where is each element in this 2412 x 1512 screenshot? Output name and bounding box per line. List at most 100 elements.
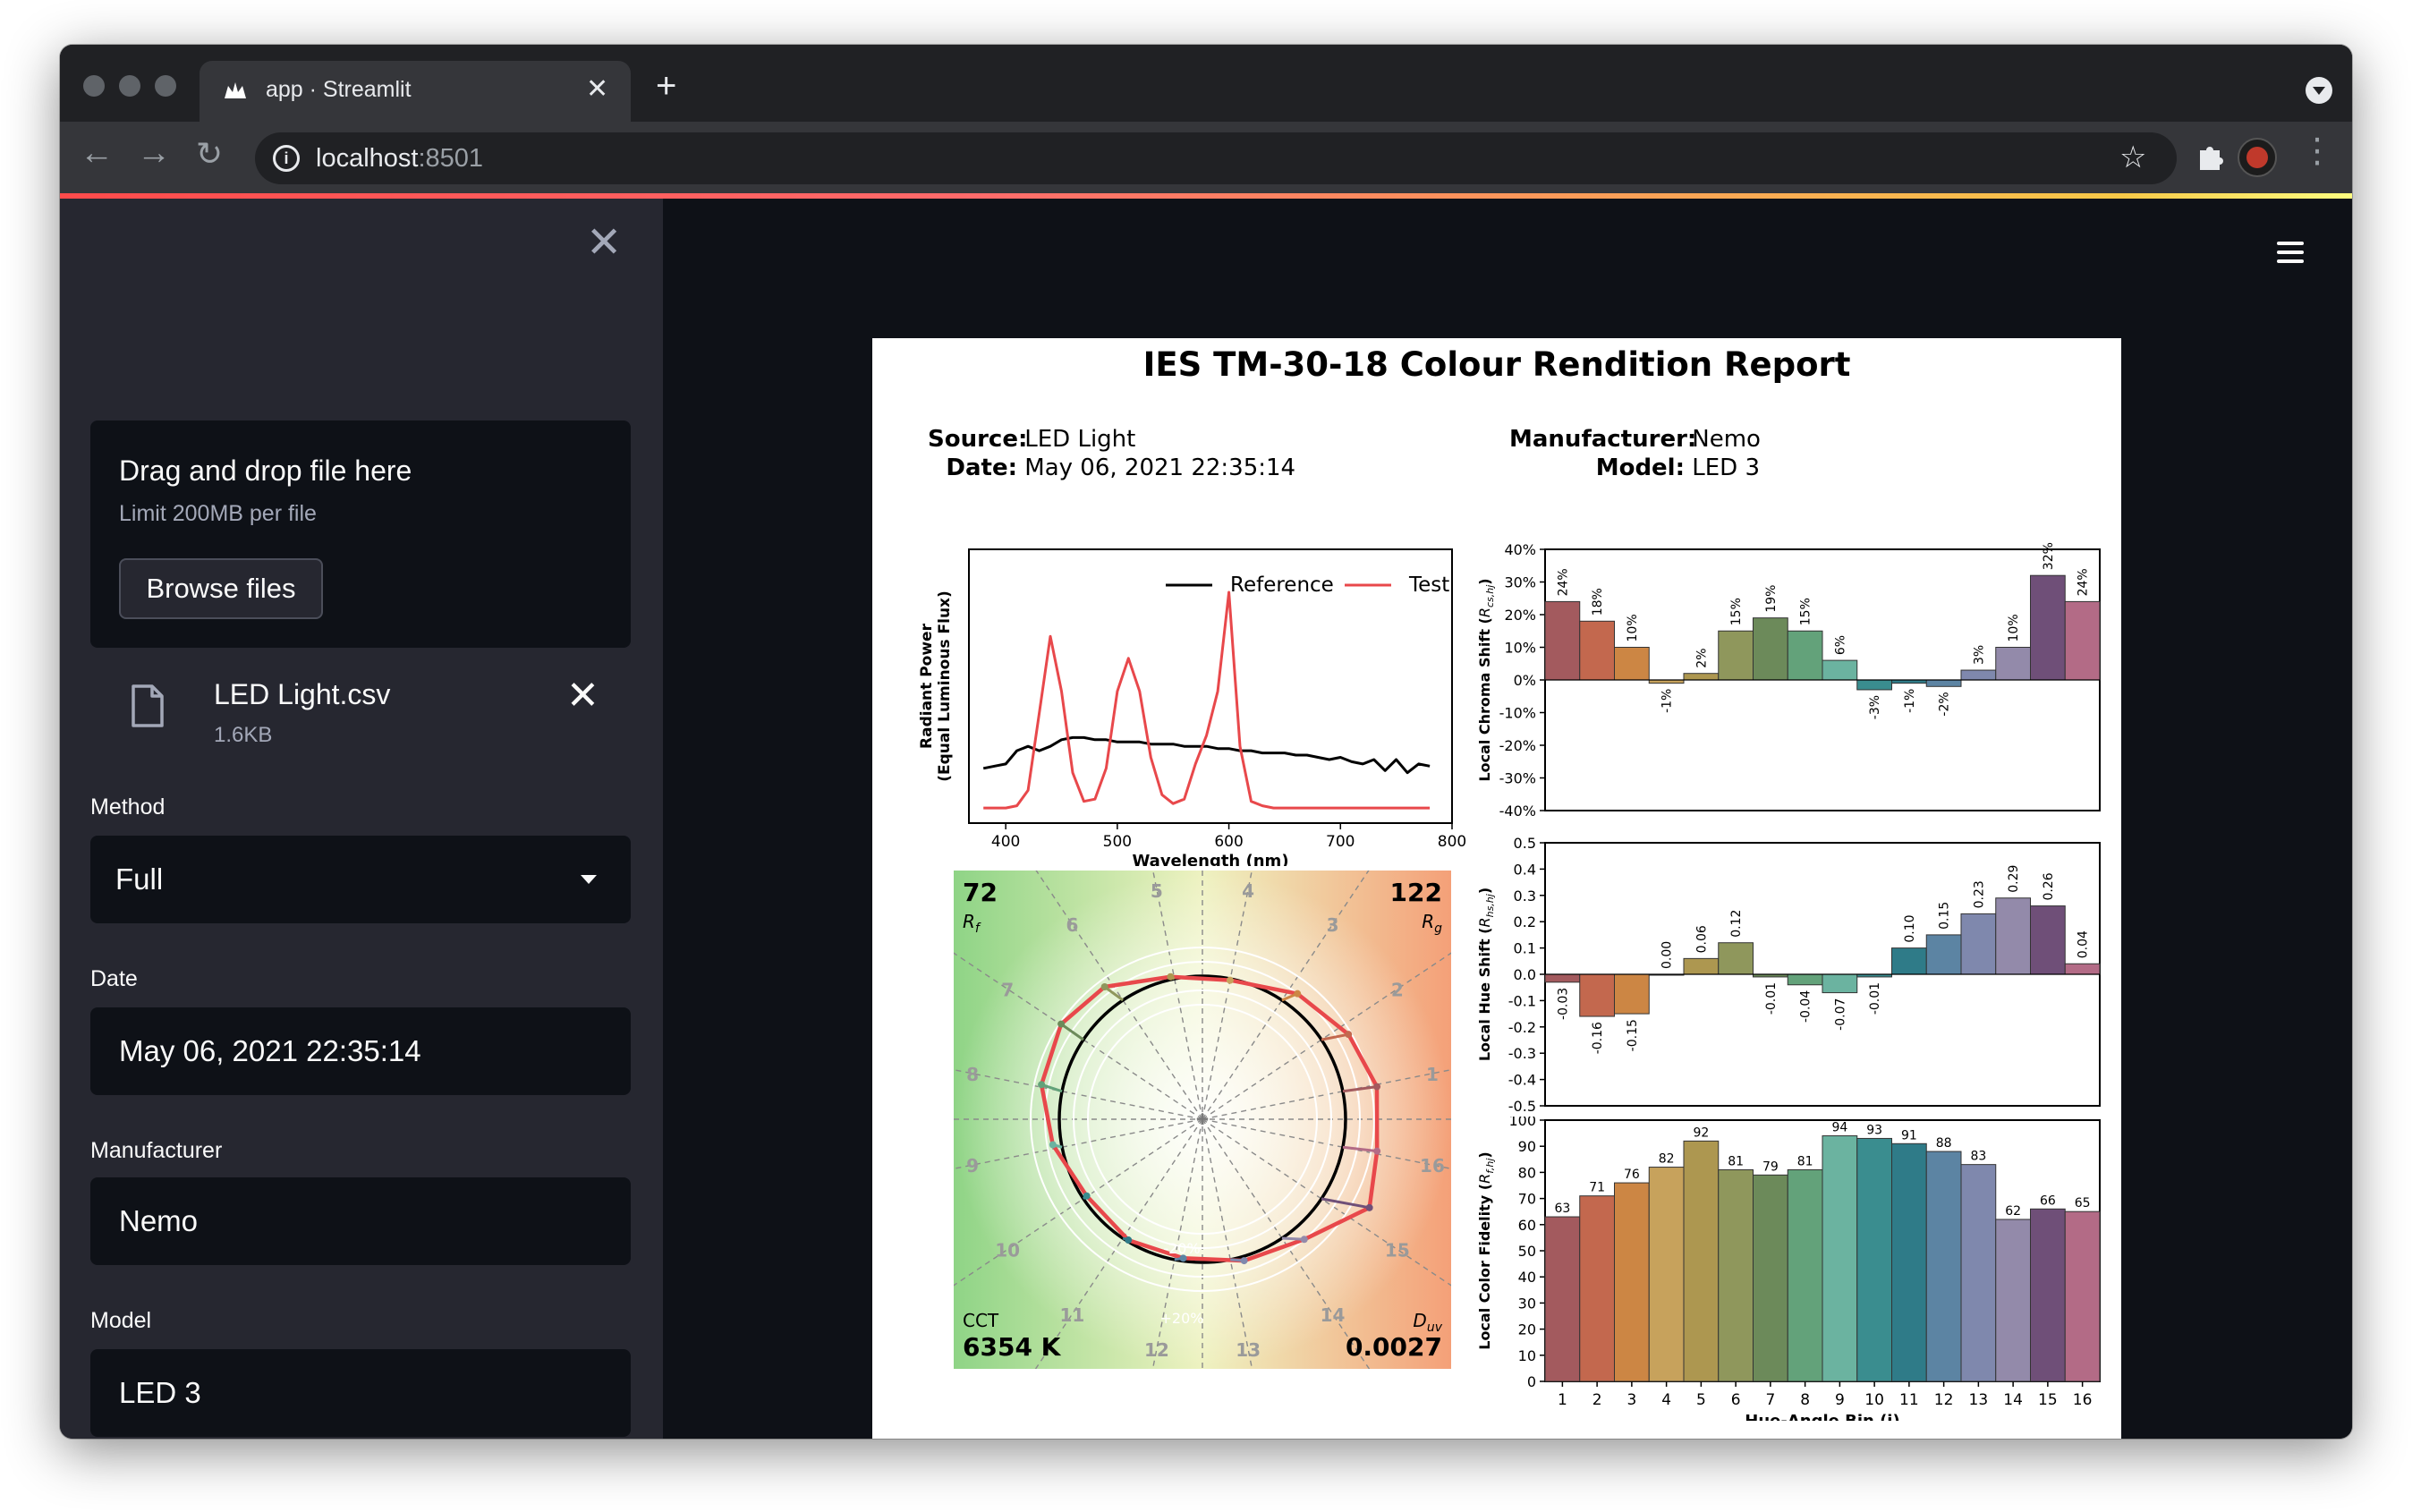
reference-circle	[1057, 974, 1347, 1264]
window-zoom-light[interactable]	[155, 75, 176, 97]
spd-x-tick-label: 500	[1103, 833, 1132, 851]
y-tick-label: 0.1	[1514, 940, 1536, 957]
tab-close-icon[interactable]: ✕	[586, 74, 609, 104]
reference-ring	[1073, 990, 1332, 1249]
hue-bin-number: 6	[1066, 914, 1078, 936]
y-tick-label: 10	[1518, 1347, 1536, 1364]
spd-chart: 400 500 600 700 800 Wavelength (nm) Radiant Po…	[918, 548, 1466, 866]
bar-data-label: 62	[2005, 1204, 2021, 1219]
uploaded-file-item: LED Light.csv 1.6KB ✕	[90, 664, 631, 762]
bin-divider-line	[1202, 1068, 1451, 1120]
bookmark-star-icon[interactable]: ☆	[2119, 140, 2147, 174]
y-axis-label-text: Local Chroma Shift (	[1477, 617, 1493, 781]
y-tick-label: -40%	[1499, 803, 1536, 820]
browser-menu-icon[interactable]: ⋮	[2300, 132, 2334, 170]
x-tick-label: 6	[1731, 1391, 1741, 1409]
spd-series-test	[983, 590, 1431, 810]
remove-file-icon[interactable]: ✕	[566, 674, 599, 718]
bar-bin-13	[1960, 669, 1997, 681]
bin-divider-line	[954, 1118, 1203, 1287]
date-input[interactable]: May 06, 2021 22:35:14	[90, 1007, 631, 1095]
tm30-report-figure: IES TM-30-18 Colour Rendition Report Sou…	[872, 338, 2121, 1439]
y-axis-label-subscript: f,hj	[1484, 1158, 1496, 1174]
extensions-puzzle-icon[interactable]	[2195, 141, 2227, 174]
chroma-shift-arrowhead	[1226, 976, 1234, 984]
spd-x-tick-label: 700	[1326, 833, 1355, 851]
x-tick-label: 11	[1899, 1391, 1919, 1409]
hue-bin-number: 1	[1426, 1064, 1439, 1085]
bar-data-label: 83	[1970, 1150, 1986, 1164]
reload-icon[interactable]: ↻	[196, 135, 224, 172]
x-axis-label: Hue-Angle Bin (j)	[1745, 1412, 1899, 1421]
site-info-icon[interactable]: i	[273, 145, 300, 172]
bar-data-label: 0.26	[2042, 872, 2056, 900]
app-menu-icon[interactable]	[2277, 242, 2304, 263]
bar-data-label: 94	[1831, 1121, 1847, 1135]
date-label: Date	[90, 966, 138, 991]
file-size: 1.6KB	[214, 723, 273, 747]
bin-divider-line	[1202, 952, 1451, 1120]
sidebar-close-icon[interactable]: ✕	[586, 219, 623, 267]
bar-bin-8	[1787, 1168, 1823, 1382]
manufacturer-value: Nemo	[119, 1204, 199, 1237]
bar-data-label: 91	[1901, 1128, 1917, 1142]
report-manufacturer: Manufacturer: Nemo	[1509, 426, 1761, 453]
bar-data-label: 66	[2040, 1193, 2056, 1208]
back-arrow-icon[interactable]: ←	[80, 134, 114, 172]
y-tick-label: 50	[1518, 1243, 1536, 1260]
method-label: Method	[90, 794, 166, 820]
dropzone-limit: Limit 200MB per file	[119, 501, 317, 526]
y-tick-label: 60	[1518, 1217, 1536, 1234]
hue-bin-number: 8	[966, 1064, 979, 1085]
bar-bin-8	[1787, 630, 1823, 681]
y-tick-label: -0.2	[1508, 1019, 1536, 1036]
manufacturer-input[interactable]: Nemo	[90, 1177, 631, 1265]
browser-toolbar: ← → ↻ i localhost:8501 ☆ ⋮	[60, 122, 2352, 193]
browse-files-button[interactable]: Browse files	[119, 558, 323, 619]
hue-bin-number: 10	[995, 1240, 1020, 1261]
y-axis-label-text: Local Hue Shift (	[1477, 928, 1493, 1062]
report-source: Source: LED Light	[928, 426, 1136, 453]
chroma-shift-arrowhead	[1294, 990, 1302, 998]
bar-data-label: 93	[1866, 1123, 1882, 1137]
bar-data-label: 63	[1554, 1202, 1570, 1216]
y-axis-label-subscript: cs,hj	[1484, 584, 1496, 607]
tab-search-icon[interactable]	[2306, 77, 2332, 104]
y-tick-label: 100	[1508, 1117, 1536, 1129]
bar-data-label: 3%	[1972, 645, 1986, 665]
bar-bin-6	[1718, 942, 1754, 975]
y-tick-label: 40%	[1504, 541, 1536, 558]
x-tick-label: 16	[2073, 1391, 2093, 1409]
forward-arrow-icon[interactable]: →	[137, 134, 171, 172]
bar-data-label: 0.10	[1903, 914, 1917, 942]
method-select[interactable]: Full	[90, 836, 631, 923]
file-dropzone[interactable]: Drag and drop file here Limit 200MB per …	[90, 420, 631, 648]
report-date: Date: May 06, 2021 22:35:14	[946, 454, 1296, 481]
legend-reference-label: Reference	[1230, 573, 1334, 597]
bin-divider-line	[1202, 871, 1370, 1120]
chroma-shift-arrowhead	[1125, 1236, 1133, 1244]
chroma-shift-arrow	[1281, 1236, 1304, 1241]
chroma-shift-arrow	[1342, 1085, 1378, 1093]
y-axis-label-close: )	[1477, 888, 1493, 894]
spd-x-axis-label: Wavelength (nm)	[1132, 852, 1288, 866]
address-bar[interactable]: i localhost:8501 ☆	[255, 132, 2177, 184]
model-input[interactable]: LED 3	[90, 1349, 631, 1437]
bar-bin-7	[1753, 617, 1788, 681]
y-tick-label: -10%	[1499, 705, 1536, 722]
browser-tab[interactable]: app · Streamlit ✕	[200, 61, 631, 122]
local-hue-shift-chart: -0.5 -0.4 -0.3 -0.2 -0.1 0.0 0.1 0.2 0.3 0.4 0.5 -0…	[1477, 835, 2101, 1115]
window-close-light[interactable]	[83, 75, 105, 97]
profile-avatar[interactable]	[2238, 138, 2277, 177]
window-minimize-light[interactable]	[119, 75, 140, 97]
y-tick-label: 0.4	[1514, 861, 1536, 878]
y-tick-label: 0.0	[1514, 966, 1536, 983]
chroma-shift-arrow	[1321, 1032, 1349, 1041]
bar-data-label: 24%	[1556, 568, 1570, 596]
rg-value: 122	[1390, 878, 1442, 907]
new-tab-plus-icon[interactable]: +	[656, 66, 677, 106]
bar-data-label: 0.00	[1660, 941, 1675, 969]
bin-divider-line	[1202, 871, 1253, 1120]
bar-data-label: 18%	[1591, 588, 1605, 616]
bar-data-label: 32%	[2042, 542, 2056, 570]
